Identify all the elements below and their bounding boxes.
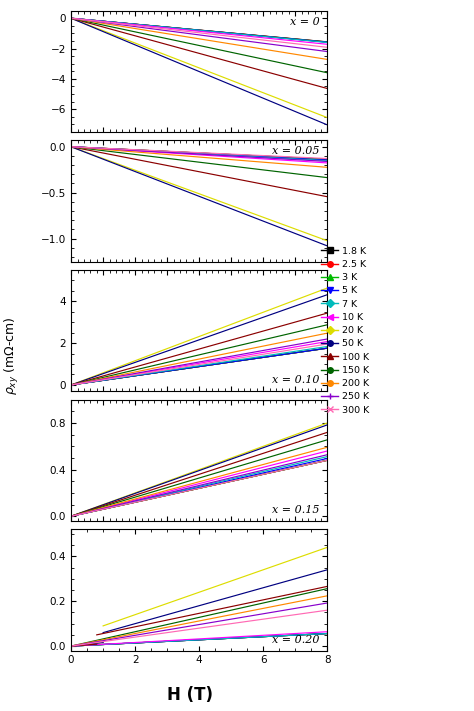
Text: x = 0.15: x = 0.15 xyxy=(272,505,319,515)
Text: x = 0: x = 0 xyxy=(290,17,319,27)
Text: x = 0.05: x = 0.05 xyxy=(272,146,319,156)
Text: $\rho_{xy}$ (m$\Omega$-cm): $\rho_{xy}$ (m$\Omega$-cm) xyxy=(3,316,21,395)
Text: H (T): H (T) xyxy=(166,686,213,704)
Text: x = 0.10: x = 0.10 xyxy=(272,375,319,385)
Legend: 1.8 K, 2.5 K, 3 K, 5 K, 7 K, 10 K, 20 K, 50 K, 100 K, 150 K, 200 K, 250 K, 300 K: 1.8 K, 2.5 K, 3 K, 5 K, 7 K, 10 K, 20 K,… xyxy=(318,243,373,418)
Text: x = 0.20: x = 0.20 xyxy=(272,634,319,644)
